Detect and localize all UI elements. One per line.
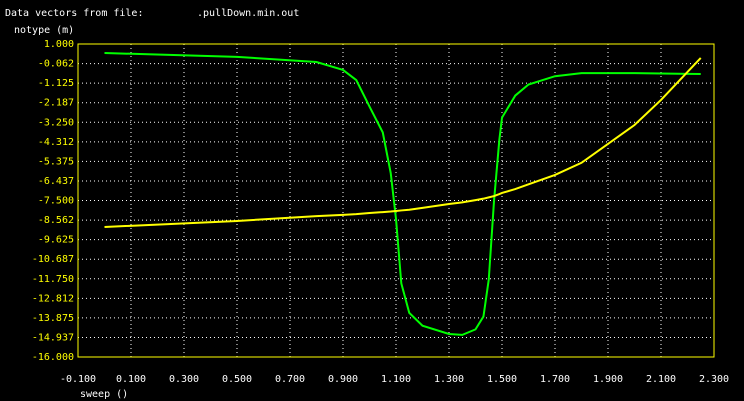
y-tick-label: -14.937 — [32, 332, 74, 343]
y-tick-label: -3.250 — [38, 117, 74, 128]
y-tick-label: -8.562 — [38, 215, 74, 226]
y-tick-label: -10.687 — [32, 254, 74, 265]
y-tick-label: -7.500 — [38, 196, 74, 207]
x-tick-label: 0.700 — [275, 374, 305, 385]
y-tick-label: 1.000 — [44, 39, 74, 50]
y-tick-label: -11.750 — [32, 274, 74, 285]
y-tick-label: -1.125 — [38, 78, 74, 89]
y-tick-label: -4.312 — [38, 137, 74, 148]
x-tick-label: 0.300 — [169, 374, 199, 385]
y-tick-label: -6.437 — [38, 176, 74, 187]
y-tick-label: -13.875 — [32, 313, 74, 324]
y-tick-label: -16.000 — [32, 352, 74, 363]
line-series — [104, 57, 702, 229]
x-tick-label: 0.100 — [116, 374, 146, 385]
y-tick-label: -9.625 — [38, 235, 74, 246]
line-series — [104, 52, 701, 336]
chart-subtitle: .pullDown.min.out — [197, 8, 299, 19]
y-tick-label: -12.812 — [32, 293, 74, 304]
plot-frame — [77, 43, 715, 358]
x-tick-label: 2.300 — [699, 374, 729, 385]
x-tick-label: 0.900 — [328, 374, 358, 385]
y-tick-label: -2.187 — [38, 98, 74, 109]
x-tick-label: 1.500 — [487, 374, 517, 385]
x-tick-label: -0.100 — [60, 374, 96, 385]
y-tick-label: -5.375 — [38, 156, 74, 167]
y-axis-label: notype (m) — [14, 25, 74, 36]
y-tick-label: -0.062 — [38, 59, 74, 70]
chart-title: Data vectors from file: — [5, 8, 143, 19]
x-tick-label: 0.500 — [222, 374, 252, 385]
x-tick-label: 2.100 — [646, 374, 676, 385]
x-tick-label: 1.900 — [593, 374, 623, 385]
x-tick-label: 1.100 — [381, 374, 411, 385]
x-axis-label: sweep () — [80, 389, 128, 400]
x-tick-label: 1.300 — [434, 374, 464, 385]
x-tick-label: 1.700 — [540, 374, 570, 385]
